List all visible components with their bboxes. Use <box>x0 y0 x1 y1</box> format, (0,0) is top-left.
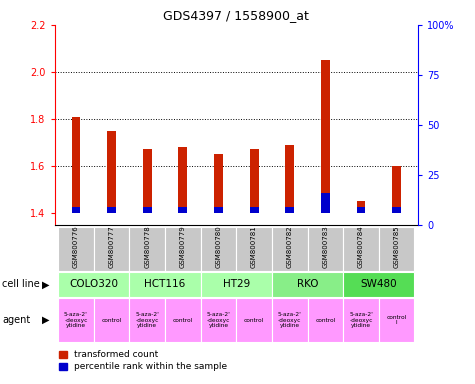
Bar <box>58 272 129 297</box>
Text: ▶: ▶ <box>42 315 50 325</box>
Bar <box>58 227 94 271</box>
Text: GSM800783: GSM800783 <box>323 225 328 268</box>
Bar <box>72 117 80 213</box>
Bar <box>321 60 330 213</box>
Bar <box>179 207 187 213</box>
Bar <box>272 227 308 271</box>
Bar <box>72 207 80 213</box>
Bar <box>392 207 401 213</box>
Text: GSM800782: GSM800782 <box>287 225 293 268</box>
Text: GSM800780: GSM800780 <box>216 225 221 268</box>
Bar <box>343 227 379 271</box>
Text: 5-aza-2'
-deoxyc
ytidine: 5-aza-2' -deoxyc ytidine <box>135 312 159 328</box>
Bar <box>379 298 414 342</box>
Text: GSM800779: GSM800779 <box>180 225 186 268</box>
Text: 5-aza-2'
-deoxyc
ytidine: 5-aza-2' -deoxyc ytidine <box>349 312 373 328</box>
Bar <box>321 193 330 213</box>
Bar <box>392 166 401 213</box>
Bar <box>94 227 129 271</box>
Bar <box>107 207 116 213</box>
Bar <box>201 227 237 271</box>
Text: SW480: SW480 <box>361 279 397 290</box>
Text: GSM800781: GSM800781 <box>251 225 257 268</box>
Bar <box>165 298 200 342</box>
Text: GSM800777: GSM800777 <box>109 225 114 268</box>
Text: control: control <box>244 318 264 323</box>
Bar <box>237 298 272 342</box>
Bar <box>357 207 365 213</box>
Text: cell line: cell line <box>2 279 40 290</box>
Bar <box>129 272 200 297</box>
Title: GDS4397 / 1558900_at: GDS4397 / 1558900_at <box>163 9 309 22</box>
Bar <box>237 227 272 271</box>
Bar <box>308 227 343 271</box>
Bar <box>343 272 414 297</box>
Bar <box>343 298 379 342</box>
Text: COLO320: COLO320 <box>69 279 118 290</box>
Text: control: control <box>173 318 193 323</box>
Bar <box>285 207 294 213</box>
Bar <box>129 227 165 271</box>
Text: control
l: control l <box>387 314 407 326</box>
Bar <box>250 149 258 213</box>
Text: 5-aza-2'
-deoxyc
ytidine: 5-aza-2' -deoxyc ytidine <box>64 312 88 328</box>
Text: ▶: ▶ <box>42 279 50 290</box>
Bar <box>379 227 414 271</box>
Bar <box>357 201 365 213</box>
Bar <box>308 298 343 342</box>
Bar <box>94 298 129 342</box>
Bar <box>179 147 187 213</box>
Text: control: control <box>315 318 335 323</box>
Bar <box>143 207 152 213</box>
Bar <box>201 272 272 297</box>
Bar <box>272 272 343 297</box>
Bar <box>201 298 237 342</box>
Text: HT29: HT29 <box>223 279 250 290</box>
Bar <box>272 298 308 342</box>
Text: agent: agent <box>2 315 30 325</box>
Legend: transformed count, percentile rank within the sample: transformed count, percentile rank withi… <box>59 351 228 371</box>
Bar <box>214 207 223 213</box>
Text: 5-aza-2'
-deoxyc
ytidine: 5-aza-2' -deoxyc ytidine <box>207 312 230 328</box>
Text: GSM800785: GSM800785 <box>394 225 399 268</box>
Text: HCT116: HCT116 <box>144 279 186 290</box>
Text: GSM800784: GSM800784 <box>358 225 364 268</box>
Bar <box>58 298 94 342</box>
Bar <box>285 145 294 213</box>
Bar <box>250 207 258 213</box>
Bar <box>107 131 116 213</box>
Text: RKO: RKO <box>297 279 318 290</box>
Text: GSM800776: GSM800776 <box>73 225 79 268</box>
Bar <box>129 298 165 342</box>
Text: GSM800778: GSM800778 <box>144 225 150 268</box>
Bar <box>165 227 200 271</box>
Bar <box>143 149 152 213</box>
Text: control: control <box>102 318 122 323</box>
Text: 5-aza-2'
-deoxyc
ytidine: 5-aza-2' -deoxyc ytidine <box>278 312 302 328</box>
Bar <box>214 154 223 213</box>
